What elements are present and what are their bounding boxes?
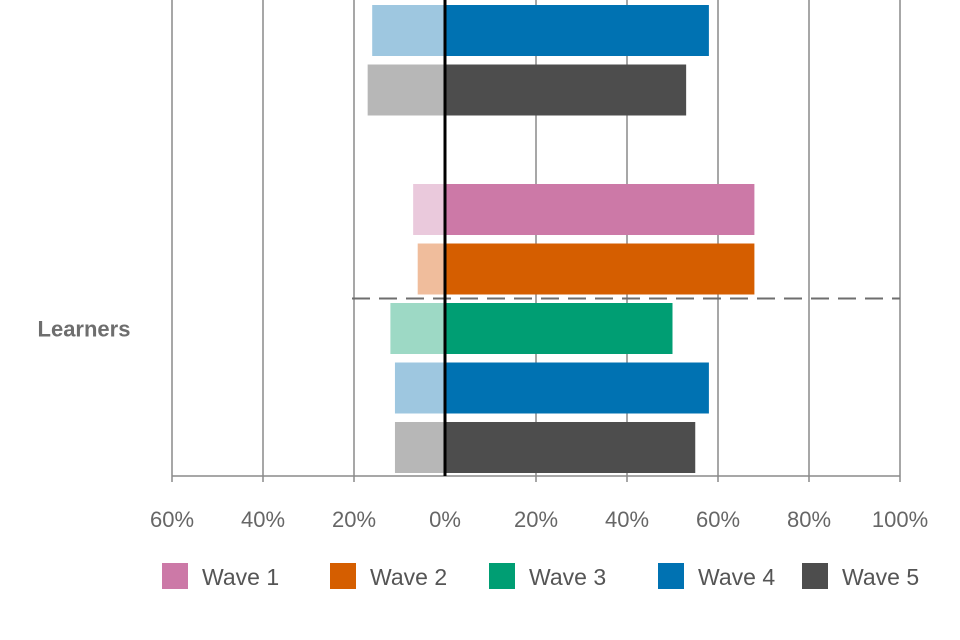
bar-negative-wave-5	[394, 422, 445, 473]
legend-label: Wave 2	[370, 564, 447, 590]
bar-negative-wave-4	[372, 5, 445, 56]
bar-positive-wave-5	[445, 64, 687, 116]
x-tick-label: 20%	[332, 507, 376, 532]
legend-swatch-wave-3	[489, 563, 515, 589]
legend-swatch-wave-2	[330, 563, 356, 589]
bar-positive-wave-1	[445, 184, 755, 235]
labels-layer: 60% 40% 20% 0% 20% 40% 60% 80% 100% Learners	[38, 317, 929, 533]
x-tick-label: 0%	[429, 507, 461, 532]
legend-label: Wave 4	[698, 564, 775, 590]
x-tick-label: 20%	[514, 507, 558, 532]
x-tick-label: 100%	[872, 507, 928, 532]
x-tick-label: 40%	[605, 507, 649, 532]
bar-positive-wave-3	[445, 303, 673, 354]
bar-negative-wave-4	[394, 362, 445, 414]
legend-label: Wave 3	[529, 564, 606, 590]
bar-positive-wave-2	[445, 243, 755, 295]
legend-swatch-wave-4	[658, 563, 684, 589]
x-tick-label: 80%	[787, 507, 831, 532]
legend: Wave 1 Wave 2 Wave 3 Wave 4 Wave 5	[162, 563, 919, 590]
bar-negative-wave-1	[413, 184, 445, 235]
legend-swatch-wave-5	[802, 563, 828, 589]
legend-label: Wave 1	[202, 564, 279, 590]
bar-negative-wave-2	[417, 243, 445, 295]
bar-positive-wave-4	[445, 5, 709, 56]
reference-lines	[352, 0, 900, 476]
group-label: Learners	[38, 317, 131, 342]
x-tick-label: 40%	[241, 507, 285, 532]
bar-positive-wave-5	[445, 422, 696, 473]
legend-label: Wave 5	[842, 564, 919, 590]
bar-positive-wave-4	[445, 362, 709, 414]
x-tick-label: 60%	[150, 507, 194, 532]
legend-swatch-wave-1	[162, 563, 188, 589]
bars-layer	[367, 5, 755, 473]
bar-negative-wave-5	[367, 64, 445, 116]
bar-negative-wave-3	[390, 303, 445, 354]
x-tick-label: 60%	[696, 507, 740, 532]
